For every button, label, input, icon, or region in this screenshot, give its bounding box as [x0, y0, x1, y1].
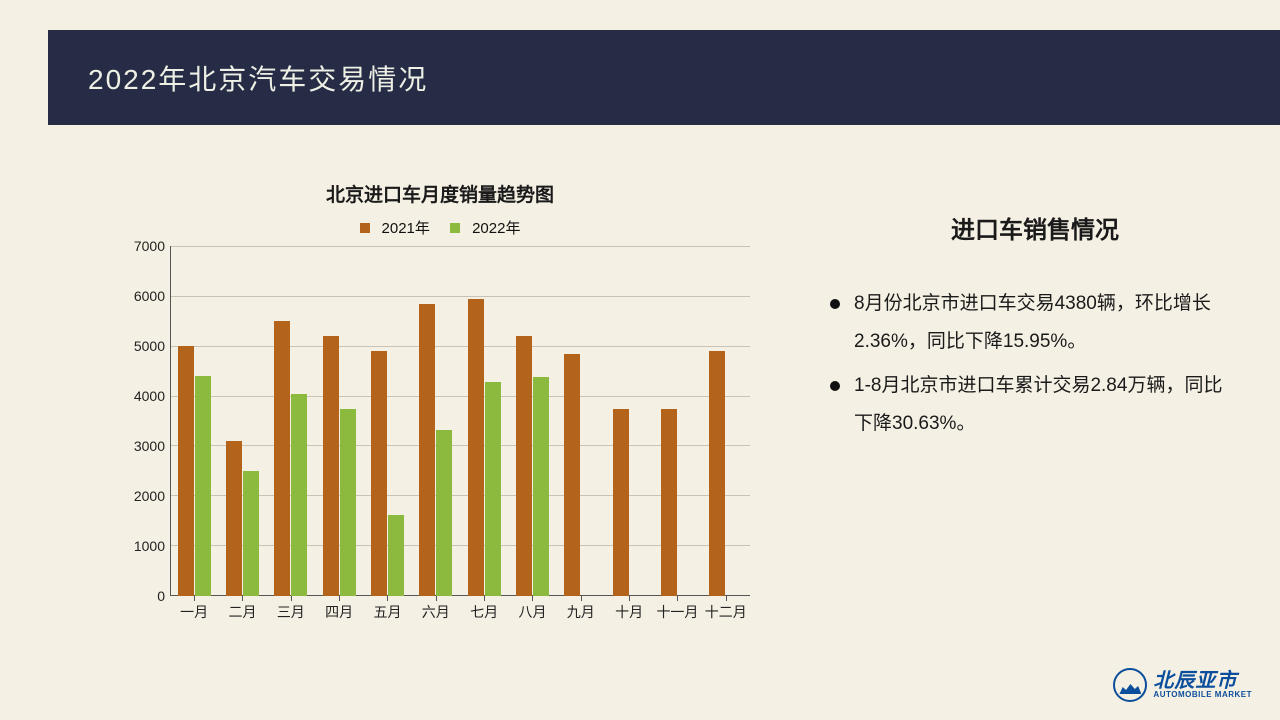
y-tick-label: 2000	[134, 488, 165, 504]
bar	[291, 394, 307, 597]
text-panel-heading: 进口车销售情况	[830, 210, 1240, 245]
x-tick-label: 四月	[325, 602, 353, 622]
bar	[195, 376, 211, 596]
bar	[613, 409, 629, 597]
x-tick-mark	[677, 596, 678, 601]
bar	[388, 515, 404, 596]
x-tick-mark	[291, 596, 292, 601]
y-tick-label: 6000	[134, 288, 165, 304]
bar	[243, 471, 259, 596]
bar	[371, 351, 387, 596]
logo-en: AUTOMOBILE MARKET	[1153, 691, 1252, 699]
bar	[709, 351, 725, 596]
logo-text: 北辰亚市 AUTOMOBILE MARKET	[1153, 671, 1252, 699]
x-tick-label: 三月	[277, 602, 305, 622]
bar	[468, 299, 484, 597]
bar	[419, 304, 435, 597]
x-tick-label: 五月	[373, 602, 401, 622]
bar	[533, 377, 549, 596]
y-tick-label: 5000	[134, 338, 165, 354]
x-tick-label: 二月	[228, 602, 256, 622]
chart-zone: 北京进口车月度销量趋势图 2021年 2022年 0 1000 2000 3000 40…	[80, 180, 760, 660]
legend-swatch-2021	[360, 223, 370, 233]
bullet-item: 8月份北京市进口车交易4380辆，环比增长2.36%，同比下降15.95%。	[830, 285, 1240, 361]
chart-legend: 2021年 2022年	[120, 217, 760, 238]
y-axis: 01000200030004000500060007000	[130, 246, 170, 596]
x-tick-label: 十一月	[656, 602, 698, 622]
content-area: 北京进口车月度销量趋势图 2021年 2022年 0 1000 2000 3000 40…	[80, 180, 1240, 660]
chart-plot: 01000200030004000500060007000 一月二月三月四月五月…	[130, 246, 750, 626]
chart-title: 北京进口车月度销量趋势图	[120, 180, 760, 207]
x-tick-mark	[387, 596, 388, 601]
bar-group: 五月	[363, 246, 411, 596]
y-tick-label: 1000	[134, 538, 165, 554]
bar-group: 十一月	[653, 246, 701, 596]
brand-logo: 北辰亚市 AUTOMOBILE MARKET	[1113, 668, 1252, 702]
bar-group: 一月	[170, 246, 218, 596]
bar	[564, 354, 580, 597]
bar-group: 八月	[508, 246, 556, 596]
x-tick-label: 十二月	[705, 602, 747, 622]
x-tick-mark	[581, 596, 582, 601]
y-tick-label: 7000	[134, 238, 165, 254]
y-tick-label: 0	[157, 588, 165, 604]
legend-label-2022: 2022年	[472, 220, 520, 237]
bar	[436, 430, 452, 597]
bar	[323, 336, 339, 596]
legend-swatch-2022	[450, 223, 460, 233]
x-tick-mark	[484, 596, 485, 601]
bar-group: 七月	[460, 246, 508, 596]
x-tick-mark	[532, 596, 533, 601]
bar	[226, 441, 242, 596]
x-tick-label: 六月	[422, 602, 450, 622]
text-panel: 进口车销售情况 8月份北京市进口车交易4380辆，环比增长2.36%，同比下降1…	[760, 180, 1240, 660]
page-title: 2022年北京汽车交易情况	[88, 58, 428, 98]
x-tick-label: 一月	[180, 602, 208, 622]
bar-group: 十二月	[702, 246, 750, 596]
legend-label-2021: 2021年	[382, 220, 430, 237]
bar-group: 三月	[267, 246, 315, 596]
bar-group: 六月	[412, 246, 460, 596]
title-bar: 2022年北京汽车交易情况	[48, 30, 1280, 125]
y-tick-label: 3000	[134, 438, 165, 454]
bullet-list: 8月份北京市进口车交易4380辆，环比增长2.36%，同比下降15.95%。1-…	[830, 285, 1240, 443]
x-tick-mark	[436, 596, 437, 601]
bar	[516, 336, 532, 596]
x-tick-label: 七月	[470, 602, 498, 622]
bar-group: 四月	[315, 246, 363, 596]
x-tick-mark	[194, 596, 195, 601]
x-tick-mark	[726, 596, 727, 601]
bar	[274, 321, 290, 596]
y-tick-label: 4000	[134, 388, 165, 404]
logo-cn: 北辰亚市	[1153, 671, 1252, 691]
x-tick-label: 十月	[615, 602, 643, 622]
bar-group: 十月	[605, 246, 653, 596]
bar-group: 二月	[218, 246, 266, 596]
x-tick-mark	[242, 596, 243, 601]
x-tick-mark	[339, 596, 340, 601]
bar-group: 九月	[557, 246, 605, 596]
x-tick-mark	[629, 596, 630, 601]
logo-icon	[1113, 668, 1147, 702]
bar	[661, 409, 677, 597]
x-tick-label: 九月	[567, 602, 595, 622]
bullet-item: 1-8月北京市进口车累计交易2.84万辆，同比下降30.63%。	[830, 367, 1240, 443]
chart-bars: 一月二月三月四月五月六月七月八月九月十月十一月十二月	[170, 246, 750, 596]
x-tick-label: 八月	[518, 602, 546, 622]
bar	[485, 382, 501, 596]
bar	[178, 346, 194, 596]
bar	[340, 409, 356, 597]
